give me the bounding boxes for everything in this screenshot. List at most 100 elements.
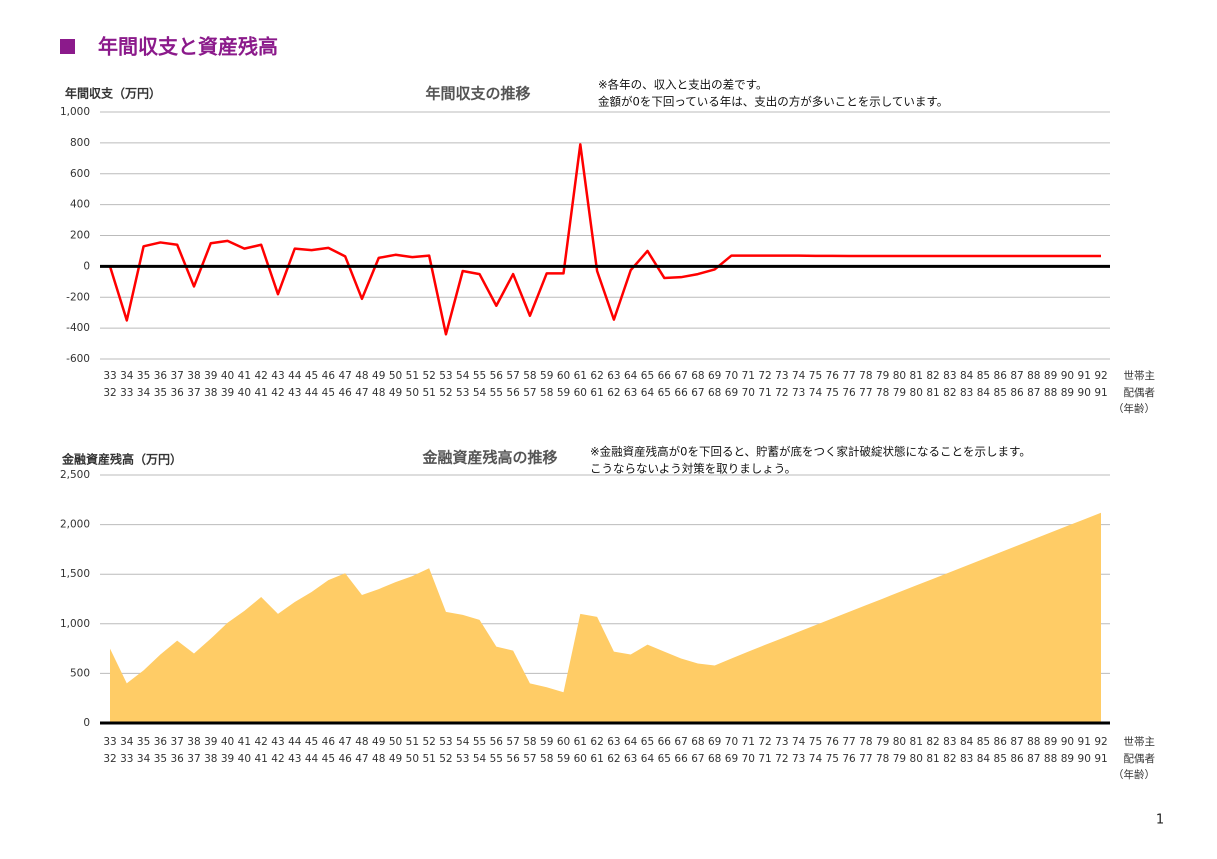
x-tick-label: 85 [977,370,990,382]
x-tick-label: 65 [641,736,654,748]
x-tick-label-spouse: 73 [792,753,805,765]
x-tick-label-spouse: 88 [1044,387,1057,399]
x-tick-label-spouse: 56 [506,753,520,765]
y-tick-label: 1,000 [60,618,90,630]
x-tick-label: 45 [305,370,318,382]
x-tick-label-spouse: 63 [624,753,637,765]
x-tick-label: 41 [238,370,251,382]
x-tick-label-spouse: 89 [1061,387,1074,399]
x-tick-label-spouse: 61 [590,753,603,765]
x-tick-label: 54 [456,736,470,748]
x-tick-label-spouse: 41 [254,753,267,765]
x-tick-label: 44 [288,736,302,748]
x-tick-label-spouse: 58 [540,387,553,399]
y-tick-label: 200 [70,230,90,242]
x-tick-label: 88 [1027,736,1040,748]
x-tick-label: 35 [137,736,150,748]
x-tick-label: 82 [926,736,939,748]
x-tick-label-spouse: 83 [960,387,973,399]
y-tick-label: 0 [83,717,90,729]
x-tick-label-spouse: 84 [977,387,991,399]
x-tick-label: 67 [674,370,687,382]
x-tick-label: 34 [120,736,134,748]
x-tick-label: 47 [338,370,351,382]
x-tick-label-spouse: 78 [876,387,889,399]
x-tick-label-spouse: 89 [1061,753,1074,765]
x-tick-label: 36 [154,736,168,748]
x-tick-label-spouse: 45 [322,753,335,765]
y-axis-label: 年間収支（万円） [65,86,161,101]
x-tick-label: 37 [170,370,183,382]
x-tick-label: 87 [1010,736,1023,748]
x-row-label: 配偶者 [1124,386,1156,399]
y-tick-label: 500 [70,667,90,679]
x-tick-label: 72 [758,736,771,748]
x-tick-label-spouse: 66 [674,753,688,765]
x-tick-label-spouse: 57 [523,753,536,765]
x-tick-label-spouse: 65 [658,753,671,765]
x-tick-label: 80 [893,736,906,748]
x-tick-label-spouse: 67 [691,387,704,399]
chart-title: 年間収支の推移 [425,85,530,103]
y-tick-label: 400 [70,199,90,211]
x-tick-label: 39 [204,370,217,382]
x-tick-label-spouse: 84 [977,753,991,765]
x-tick-label: 77 [842,736,855,748]
x-tick-label-spouse: 51 [422,387,435,399]
y-tick-label: 800 [70,137,90,149]
x-tick-label: 42 [254,370,267,382]
x-tick-label: 62 [590,370,603,382]
x-tick-label-spouse: 42 [271,753,284,765]
x-tick-label: 42 [254,736,267,748]
x-tick-label: 73 [775,370,788,382]
x-tick-label-spouse: 50 [406,753,419,765]
x-tick-label-spouse: 80 [910,387,923,399]
x-tick-label-spouse: 79 [893,387,906,399]
x-tick-label-spouse: 32 [103,753,116,765]
x-tick-label-spouse: 40 [238,387,251,399]
x-tick-label-spouse: 55 [490,753,503,765]
x-tick-label-spouse: 75 [826,387,839,399]
x-tick-label: 39 [204,736,217,748]
x-tick-label-spouse: 86 [1010,387,1024,399]
x-tick-label: 78 [859,736,872,748]
x-tick-label-spouse: 74 [809,387,823,399]
x-tick-label: 46 [322,736,336,748]
x-tick-label: 69 [708,370,721,382]
x-tick-label: 38 [187,736,200,748]
x-tick-label: 33 [103,736,116,748]
x-tick-label-spouse: 72 [775,753,788,765]
x-tick-label-spouse: 57 [523,387,536,399]
x-tick-label-spouse: 54 [473,387,487,399]
x-tick-label: 77 [842,370,855,382]
x-tick-label: 84 [960,736,974,748]
x-tick-label: 46 [322,370,336,382]
x-tick-label-spouse: 56 [506,387,520,399]
x-tick-label-spouse: 47 [355,753,368,765]
x-tick-label-spouse: 39 [221,387,234,399]
x-tick-label-spouse: 51 [422,753,435,765]
x-tick-label-spouse: 32 [103,387,116,399]
x-tick-label: 40 [221,370,234,382]
x-tick-label-spouse: 55 [490,387,503,399]
x-tick-label: 57 [506,736,519,748]
x-tick-label: 84 [960,370,974,382]
x-tick-label: 89 [1044,736,1057,748]
y-tick-label: -400 [66,322,90,334]
x-tick-label-spouse: 90 [1078,387,1091,399]
x-tick-label-spouse: 44 [305,753,319,765]
x-tick-label: 41 [238,736,251,748]
x-tick-label-spouse: 62 [607,753,620,765]
x-tick-label: 43 [271,370,284,382]
x-tick-label: 33 [103,370,116,382]
x-tick-label-spouse: 67 [691,753,704,765]
x-tick-label: 81 [910,736,923,748]
x-tick-label: 36 [154,370,168,382]
x-tick-label-spouse: 42 [271,387,284,399]
x-tick-label-spouse: 83 [960,753,973,765]
x-tick-label: 58 [523,736,536,748]
x-tick-label-spouse: 77 [859,387,872,399]
x-tick-label-spouse: 37 [187,387,200,399]
x-tick-label-spouse: 61 [590,387,603,399]
x-tick-label: 52 [422,736,435,748]
